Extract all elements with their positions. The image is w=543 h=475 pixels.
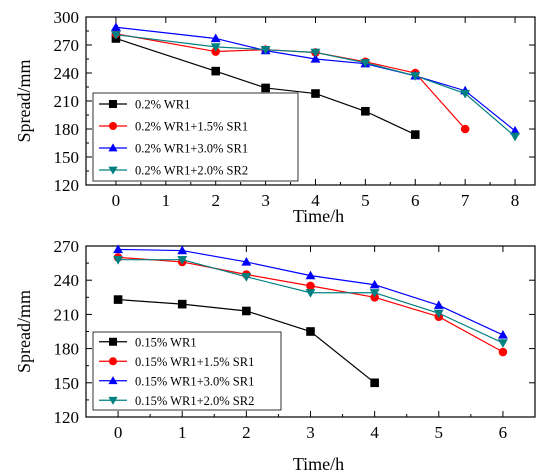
legend-label: 0.15% WR1+2.0% SR2 [135, 394, 254, 408]
data-point-series-4 [177, 256, 188, 265]
x-tick-label: 2 [211, 191, 220, 210]
data-point-series-4 [260, 46, 271, 55]
data-point-series-2 [460, 124, 470, 134]
x-tick-label: 6 [499, 423, 508, 442]
data-point-series-1 [242, 306, 251, 316]
data-point-series-1 [306, 327, 315, 336]
y-axis-title: Spread/mm [14, 60, 34, 143]
y-tick-label: 270 [54, 36, 80, 55]
data-point-series-4 [460, 89, 471, 99]
data-point-series-4 [360, 59, 371, 68]
data-point-series-3 [113, 244, 124, 254]
data-point-series-4 [310, 48, 321, 58]
series-line-3 [115, 26, 516, 132]
x-tick-label: 0 [112, 191, 121, 210]
x-tick-label: 8 [511, 191, 520, 210]
data-point-series-1 [211, 66, 221, 76]
y-axis-title: Spread/mm [14, 290, 34, 373]
data-point-series-3 [497, 329, 508, 339]
y-tick-label: 240 [54, 64, 80, 83]
data-point-series-3 [241, 257, 252, 266]
legend-marker [108, 376, 118, 385]
x-tick-label: 3 [306, 423, 315, 442]
y-tick-label: 270 [54, 237, 80, 256]
y-tick-label: 150 [54, 374, 80, 393]
series-line-1 [115, 37, 416, 136]
y-tick-label: 180 [54, 120, 80, 139]
legend-marker [109, 337, 117, 346]
data-point-series-3 [110, 22, 121, 31]
chart-top: 120 150 180 210 240 270 300 0 1 2 3 4 5 6 7 8 Time/h Spre… [14, 8, 536, 226]
x-tick-label: 4 [370, 423, 379, 442]
legend-marker [108, 166, 118, 175]
legend-label: 0.15% WR1 [135, 335, 197, 349]
legend-label: 0.15% WR1+1.5% SR1 [135, 355, 254, 369]
x-tick-label: 2 [242, 423, 251, 442]
legend-box [92, 331, 282, 411]
x-axis-title: Time/h [293, 206, 344, 226]
y-tick-label: 120 [54, 176, 80, 195]
x-tick-label: 3 [261, 191, 270, 210]
data-point-series-3 [310, 54, 321, 63]
data-point-series-4 [241, 273, 252, 282]
y-tick-label: 210 [54, 305, 80, 324]
data-point-series-1 [361, 106, 370, 116]
legend-marker [108, 396, 118, 405]
data-point-series-4 [110, 31, 121, 40]
y-tick-label: 300 [54, 8, 80, 27]
legend-label: 0.15% WR1+3.0% SR1 [135, 374, 254, 388]
x-tick-label: 1 [162, 191, 171, 210]
x-tick-label: 0 [114, 423, 123, 442]
legend-label: 0.2% WR1 [135, 98, 190, 112]
data-point-series-4 [369, 289, 380, 298]
data-point-series-3 [510, 125, 520, 135]
data-point-series-4 [210, 43, 221, 52]
data-point-series-4 [497, 339, 508, 348]
y-tick-label: 150 [54, 148, 80, 167]
legend-marker [109, 100, 117, 108]
data-point-series-3 [305, 270, 316, 280]
data-point-series-4 [113, 256, 124, 265]
data-point-series-1 [261, 83, 270, 93]
x-tick-label: 6 [411, 191, 420, 210]
y-tick-label: 180 [54, 340, 80, 359]
data-point-series-1 [370, 378, 379, 388]
data-point-series-1 [311, 89, 320, 98]
data-point-series-2 [498, 347, 508, 357]
data-point-series-3 [433, 300, 444, 309]
x-tick-label: 4 [311, 191, 320, 210]
data-point-series-1 [113, 295, 123, 304]
legend-marker [108, 143, 118, 152]
data-point-series-4 [510, 132, 520, 142]
chart-bottom: 120 150 180 210 240 270 0 1 2 3 4 5 6 Time/h Spread/mm… [14, 237, 536, 474]
legend-box [92, 92, 299, 182]
data-point-series-1 [177, 299, 187, 309]
y-tick-label: 210 [54, 92, 80, 111]
series-line-4 [115, 34, 516, 137]
legend-label: 0.2% WR1+3.0% SR1 [135, 142, 248, 156]
legend-marker [109, 122, 117, 130]
data-point-series-4 [433, 309, 444, 319]
y-tick-label: 240 [54, 271, 80, 290]
data-point-series-1 [410, 130, 420, 139]
data-point-series-3 [369, 279, 380, 289]
x-tick-label: 5 [361, 191, 370, 210]
legend-label: 0.2% WR1+1.5% SR1 [135, 120, 248, 134]
data-point-series-2 [306, 281, 315, 291]
legend-label: 0.2% WR1+2.0% SR2 [135, 164, 248, 178]
data-point-series-3 [210, 33, 221, 43]
data-point-series-3 [177, 245, 188, 255]
x-axis-title: Time/h [293, 454, 344, 474]
data-point-series-4 [305, 289, 316, 298]
x-tick-label: 5 [435, 423, 444, 442]
x-tick-label: 7 [461, 191, 470, 210]
data-point-series-4 [410, 72, 421, 81]
x-tick-label: 1 [178, 423, 187, 442]
y-tick-label: 120 [54, 408, 80, 427]
legend-marker [109, 357, 117, 366]
